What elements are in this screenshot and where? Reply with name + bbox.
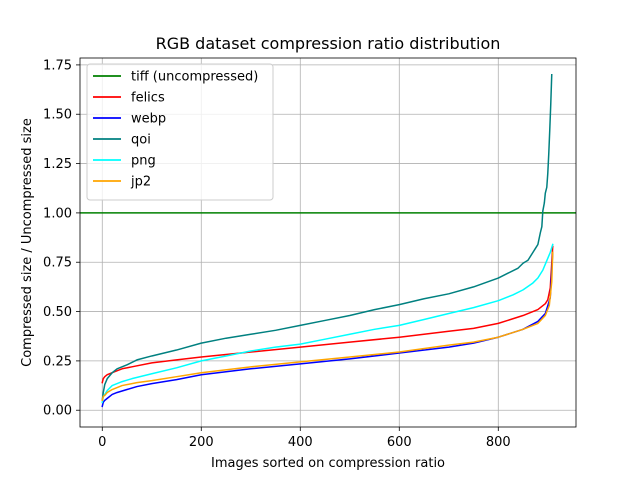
x-tick-label-2: 400 bbox=[288, 435, 313, 450]
series-line-qoi bbox=[101, 73, 553, 402]
y-axis-label: Compressed size / Uncompressed size bbox=[20, 118, 35, 367]
y-tick-label-2: 0.50 bbox=[43, 305, 72, 320]
x-tick-label-3: 600 bbox=[387, 435, 412, 450]
legend: tiff (uncompressed) felics webp qoi png jp2 bbox=[86, 63, 274, 201]
y-tick-label-1: 0.25 bbox=[43, 354, 72, 369]
series-layer bbox=[80, 73, 576, 408]
legend-label-qoi: qoi bbox=[131, 133, 151, 148]
axis-ticks: 0 200 400 600 800 0.00 0.25 0.50 0.75 1.00 1.25 1.5… bbox=[43, 58, 511, 450]
y-tick-label-3: 0.75 bbox=[43, 256, 72, 271]
legend-box bbox=[86, 63, 274, 201]
legend-label-png: png bbox=[131, 154, 156, 169]
series-line-jp2 bbox=[101, 251, 554, 402]
series-lines bbox=[80, 73, 576, 408]
legend-label-jp2: jp2 bbox=[130, 175, 151, 190]
y-tick-label-5: 1.25 bbox=[43, 157, 72, 172]
y-tick-label-0: 0.00 bbox=[43, 404, 72, 419]
plot-frame bbox=[79, 57, 577, 428]
y-tick-label-4: 1.00 bbox=[43, 206, 72, 221]
chart-title: RGB dataset compression ratio distributi… bbox=[156, 34, 501, 53]
series-line-felics bbox=[101, 245, 554, 384]
x-tick-label-0: 0 bbox=[98, 435, 106, 450]
y-tick-label-7: 1.75 bbox=[43, 58, 72, 73]
x-tick-label-4: 800 bbox=[486, 435, 511, 450]
x-tick-label-1: 200 bbox=[189, 435, 214, 450]
y-tick-label-6: 1.50 bbox=[43, 108, 72, 123]
legend-label-webp: webp bbox=[131, 112, 166, 127]
x-axis-label: Images sorted on compression ratio bbox=[211, 456, 445, 471]
series-line-png bbox=[101, 243, 554, 404]
legend-label-felics: felics bbox=[131, 91, 165, 106]
legend-label-tiff-uncompressed: tiff (uncompressed) bbox=[131, 70, 258, 85]
